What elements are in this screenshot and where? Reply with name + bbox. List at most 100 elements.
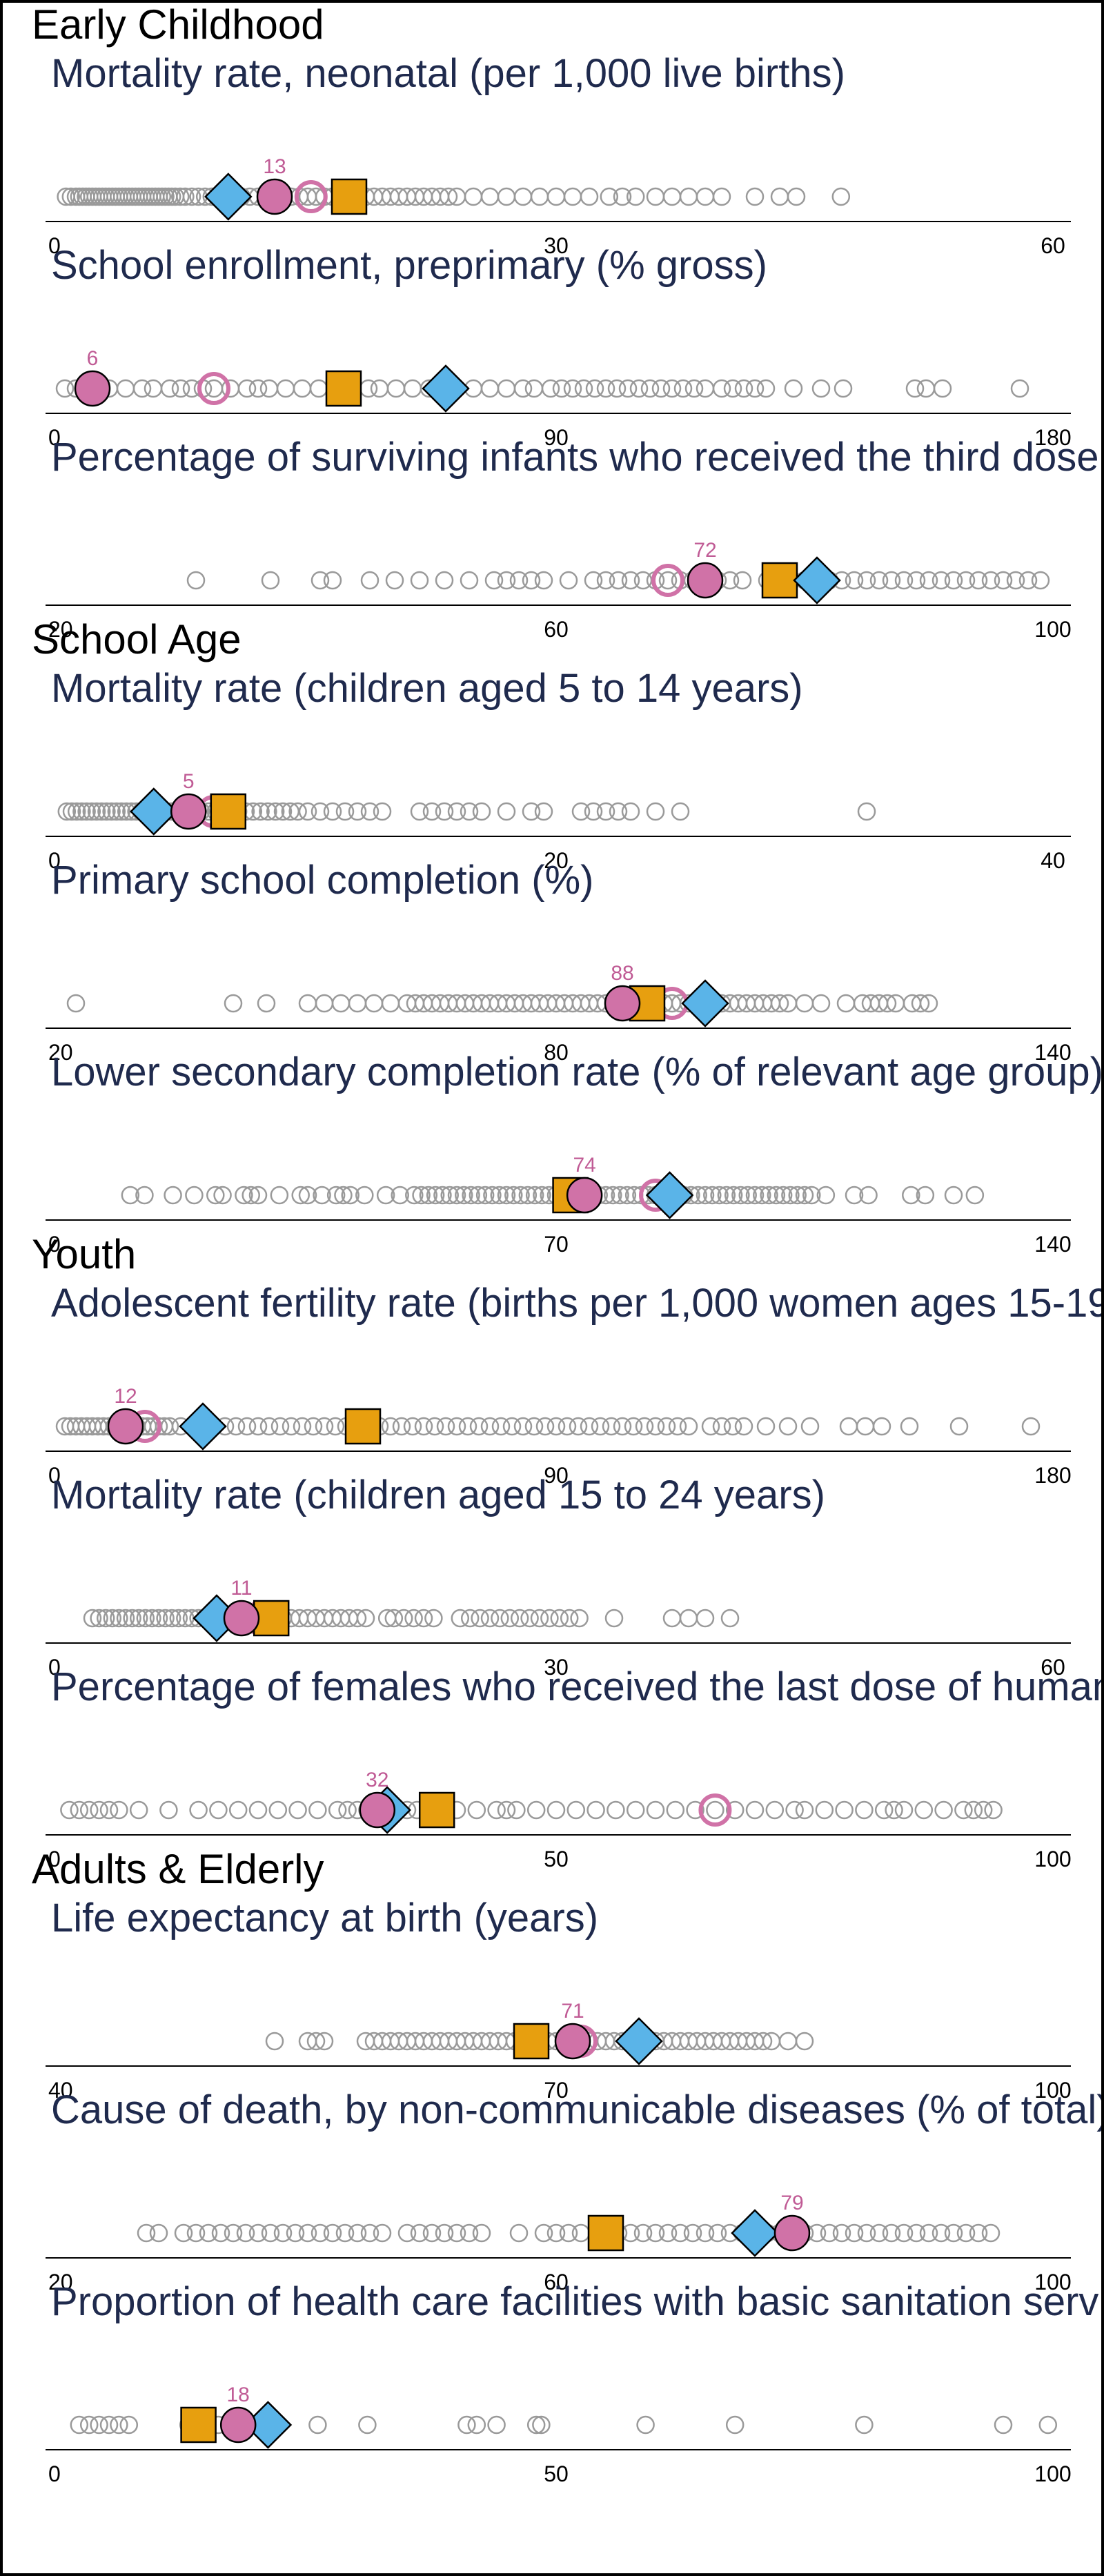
section-title: School Age (32, 616, 241, 662)
other-country-point (348, 1609, 367, 1628)
other-country-point (186, 571, 206, 590)
other-country-point (460, 2223, 479, 2243)
other-country-point (618, 1186, 637, 1205)
other-country-point (510, 1609, 529, 1628)
other-country-point (671, 802, 690, 821)
other-country-point (679, 1609, 698, 1628)
x-tick-label: 20 (48, 2270, 73, 2294)
other-country-point (447, 802, 466, 821)
other-country-point (92, 802, 111, 821)
other-country-point (1006, 571, 1025, 590)
other-country-point (414, 1609, 433, 1628)
other-country-point (513, 379, 533, 398)
other-country-point (546, 1417, 566, 1436)
other-country-point (802, 1186, 821, 1205)
other-country-point (785, 1800, 804, 1820)
other-country-point (944, 1186, 963, 1205)
other-country-point (580, 1417, 599, 1436)
other-country-point (487, 1800, 506, 1820)
x-tick-label: 60 (1041, 1655, 1065, 1680)
other-country-point (569, 1417, 588, 1436)
other-country-point (315, 2032, 334, 2051)
other-country-point (135, 1186, 154, 1205)
other-country-point (306, 2032, 326, 2051)
other-country-point (491, 1609, 509, 1628)
other-country-point (149, 1609, 168, 1628)
other-country-point (451, 1609, 470, 1628)
other-country-point (683, 2223, 702, 2243)
other-country-point (723, 1417, 742, 1436)
country-point (359, 1791, 396, 1829)
other-country-point (662, 1609, 682, 1628)
other-country-point (658, 2223, 678, 2243)
other-country-point (404, 1609, 423, 1628)
other-country-point (270, 1186, 289, 1205)
other-country-point (596, 802, 615, 821)
other-country-point (364, 994, 384, 1013)
other-country-point (460, 1609, 480, 1628)
other-country-point (497, 379, 516, 398)
other-country-point (662, 187, 682, 206)
other-country-point (651, 379, 671, 398)
other-country-point (894, 2223, 914, 2243)
other-country-point (607, 1800, 625, 1820)
other-country-point (259, 379, 279, 398)
other-country-point (326, 1186, 346, 1205)
country-point (566, 1177, 603, 1214)
other-country-point (513, 187, 533, 206)
other-country-point (410, 802, 429, 821)
other-country-point (609, 802, 628, 821)
other-country-point (1018, 571, 1038, 590)
other-country-point (602, 1417, 621, 1436)
other-country-point (541, 379, 560, 398)
other-country-point (137, 2223, 156, 2243)
other-country-point (110, 1800, 128, 1820)
other-country-point (964, 1800, 983, 1820)
other-country-point (447, 2223, 466, 2243)
other-country-point (954, 1800, 973, 1820)
other-country-point (874, 1800, 894, 1820)
other-country-point (662, 379, 682, 398)
other-country-point (679, 1417, 698, 1436)
other-country-point (696, 1609, 715, 1628)
other-country-point (174, 2223, 193, 2243)
other-country-point (845, 2223, 864, 2243)
x-tick-label: 0 (48, 425, 61, 450)
other-country-point (720, 1609, 740, 1628)
other-country-point (546, 1800, 566, 1820)
other-country-point (919, 994, 938, 1013)
other-country-point (480, 1609, 500, 1628)
other-country-point (731, 1186, 750, 1205)
other-country-point (331, 994, 351, 1013)
other-country-point (323, 2223, 342, 2243)
other-country-point (753, 2032, 773, 2051)
other-country-point (816, 1186, 836, 1205)
panel-title: Adolescent fertility rate (births per 1,… (51, 1281, 1104, 1326)
other-country-point (386, 379, 406, 398)
other-country-point (79, 2415, 99, 2435)
other-country-point (298, 994, 317, 1013)
x-tick-label: 30 (544, 1655, 569, 1680)
other-country-point (558, 1417, 577, 1436)
other-country-point (734, 1417, 753, 1436)
other-country-point (919, 2223, 938, 2243)
other-country-point (500, 1609, 520, 1628)
other-country-point (834, 379, 853, 398)
other-country-point (894, 571, 914, 590)
country-point (170, 793, 207, 830)
other-country-point (770, 994, 789, 1013)
other-country-point (160, 379, 179, 398)
x-tick-label: 60 (544, 2270, 569, 2294)
other-country-point (497, 1800, 516, 1820)
country-point (604, 985, 641, 1022)
other-country-point (502, 1417, 522, 1436)
x-tick-label: 0 (48, 1232, 61, 1257)
other-country-point (156, 1609, 175, 1628)
country-value-label: 13 (263, 155, 286, 178)
x-tick-label: 0 (48, 1655, 61, 1680)
other-country-point (725, 1800, 745, 1820)
other-country-point (464, 187, 483, 206)
other-country-point (869, 571, 889, 590)
other-country-point (360, 2223, 379, 2243)
other-country-point (658, 571, 678, 590)
